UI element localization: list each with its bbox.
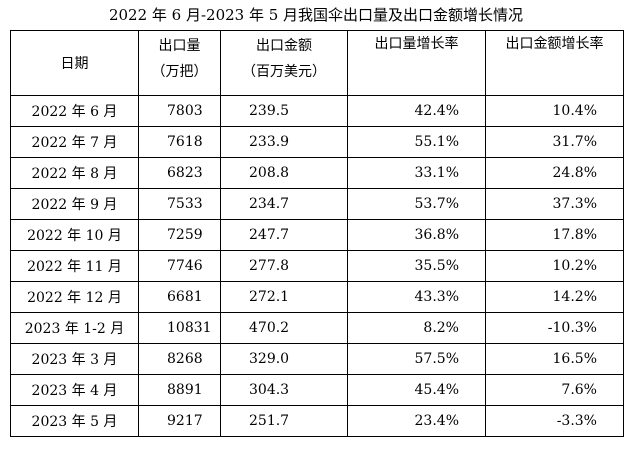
table-row: 2022 年 12 月 6681 272.1 43.3% 14.2%: [10, 281, 624, 313]
cell-date: 2022 年 8 月: [10, 157, 139, 189]
header-export-quantity: 出口量 （万把）: [138, 30, 221, 96]
cell-quantity-growth: 33.1%: [347, 157, 486, 189]
cell-date: 2022 年 7 月: [10, 126, 139, 158]
cell-date: 2023 年 1-2 月: [10, 312, 139, 344]
cell-date: 2022 年 9 月: [10, 188, 139, 220]
cell-export-amount: 304.3: [220, 374, 348, 406]
cell-date: 2022 年 10 月: [10, 219, 139, 251]
cell-amount-growth: 7.6%: [485, 374, 624, 406]
cell-export-quantity: 6823: [138, 157, 221, 189]
cell-export-amount: 470.2: [220, 312, 348, 344]
cell-quantity-growth: 23.4%: [347, 405, 486, 437]
cell-amount-growth: -3.3%: [485, 405, 624, 437]
cell-export-quantity: 7533: [138, 188, 221, 220]
cell-quantity-growth: 45.4%: [347, 374, 486, 406]
cell-amount-growth: 16.5%: [485, 343, 624, 375]
table-row: 2022 年 7 月 7618 233.9 55.1% 31.7%: [10, 126, 624, 158]
cell-export-amount: 234.7: [220, 188, 348, 220]
cell-amount-growth: 14.2%: [485, 281, 624, 313]
export-table: 日期 出口量 （万把） 出口金额 （百万美元） 出口量增长率 出口金额增长率 2…: [10, 30, 624, 437]
cell-amount-growth: 37.3%: [485, 188, 624, 220]
cell-amount-growth: 10.2%: [485, 250, 624, 282]
table-row: 2023 年 5 月 9217 251.7 23.4% -3.3%: [10, 405, 624, 437]
header-quantity-growth: 出口量增长率: [347, 30, 486, 96]
cell-export-amount: 247.7: [220, 219, 348, 251]
table-row: 2022 年 8 月 6823 208.8 33.1% 24.8%: [10, 157, 624, 189]
cell-export-quantity: 8891: [138, 374, 221, 406]
cell-quantity-growth: 57.5%: [347, 343, 486, 375]
header-export-amount: 出口金额 （百万美元）: [220, 30, 348, 96]
cell-date: 2022 年 11 月: [10, 250, 139, 282]
cell-export-quantity: 8268: [138, 343, 221, 375]
cell-quantity-growth: 43.3%: [347, 281, 486, 313]
cell-export-amount: 277.8: [220, 250, 348, 282]
cell-amount-growth: 10.4%: [485, 95, 624, 127]
header-row: 日期 出口量 （万把） 出口金额 （百万美元） 出口量增长率 出口金额增长率: [10, 30, 624, 96]
header-amount-growth: 出口金额增长率: [485, 30, 624, 96]
cell-export-quantity: 7803: [138, 95, 221, 127]
cell-export-amount: 208.8: [220, 157, 348, 189]
cell-quantity-growth: 35.5%: [347, 250, 486, 282]
cell-export-amount: 233.9: [220, 126, 348, 158]
cell-quantity-growth: 36.8%: [347, 219, 486, 251]
cell-amount-growth: 24.8%: [485, 157, 624, 189]
header-date: 日期: [10, 30, 139, 96]
cell-date: 2022 年 12 月: [10, 281, 139, 313]
cell-export-quantity: 7618: [138, 126, 221, 158]
table-row: 2022 年 6 月 7803 239.5 42.4% 10.4%: [10, 95, 624, 127]
table-row: 2022 年 10 月 7259 247.7 36.8% 17.8%: [10, 219, 624, 251]
cell-export-quantity: 6681: [138, 281, 221, 313]
cell-amount-growth: 31.7%: [485, 126, 624, 158]
cell-export-amount: 251.7: [220, 405, 348, 437]
cell-quantity-growth: 8.2%: [347, 312, 486, 344]
cell-date: 2023 年 5 月: [10, 405, 139, 437]
cell-date: 2023 年 4 月: [10, 374, 139, 406]
cell-quantity-growth: 42.4%: [347, 95, 486, 127]
cell-export-amount: 272.1: [220, 281, 348, 313]
cell-amount-growth: -10.3%: [485, 312, 624, 344]
cell-date: 2023 年 3 月: [10, 343, 139, 375]
cell-export-quantity: 9217: [138, 405, 221, 437]
table-row: 2022 年 11 月 7746 277.8 35.5% 10.2%: [10, 250, 624, 282]
cell-quantity-growth: 53.7%: [347, 188, 486, 220]
table-row: 2022 年 9 月 7533 234.7 53.7% 37.3%: [10, 188, 624, 220]
cell-export-amount: 239.5: [220, 95, 348, 127]
cell-amount-growth: 17.8%: [485, 219, 624, 251]
cell-export-amount: 329.0: [220, 343, 348, 375]
table-title: 2022 年 6 月-2023 年 5 月我国伞出口量及出口金额增长情况: [108, 6, 524, 24]
table-row: 2023 年 3 月 8268 329.0 57.5% 16.5%: [10, 343, 624, 375]
table-row: 2023 年 4 月 8891 304.3 45.4% 7.6%: [10, 374, 624, 406]
table-row: 2023 年 1-2 月 10831 470.2 8.2% -10.3%: [10, 312, 624, 344]
cell-export-quantity: 10831: [138, 312, 221, 344]
cell-quantity-growth: 55.1%: [347, 126, 486, 158]
cell-export-quantity: 7259: [138, 219, 221, 251]
cell-export-quantity: 7746: [138, 250, 221, 282]
cell-date: 2022 年 6 月: [10, 95, 139, 127]
